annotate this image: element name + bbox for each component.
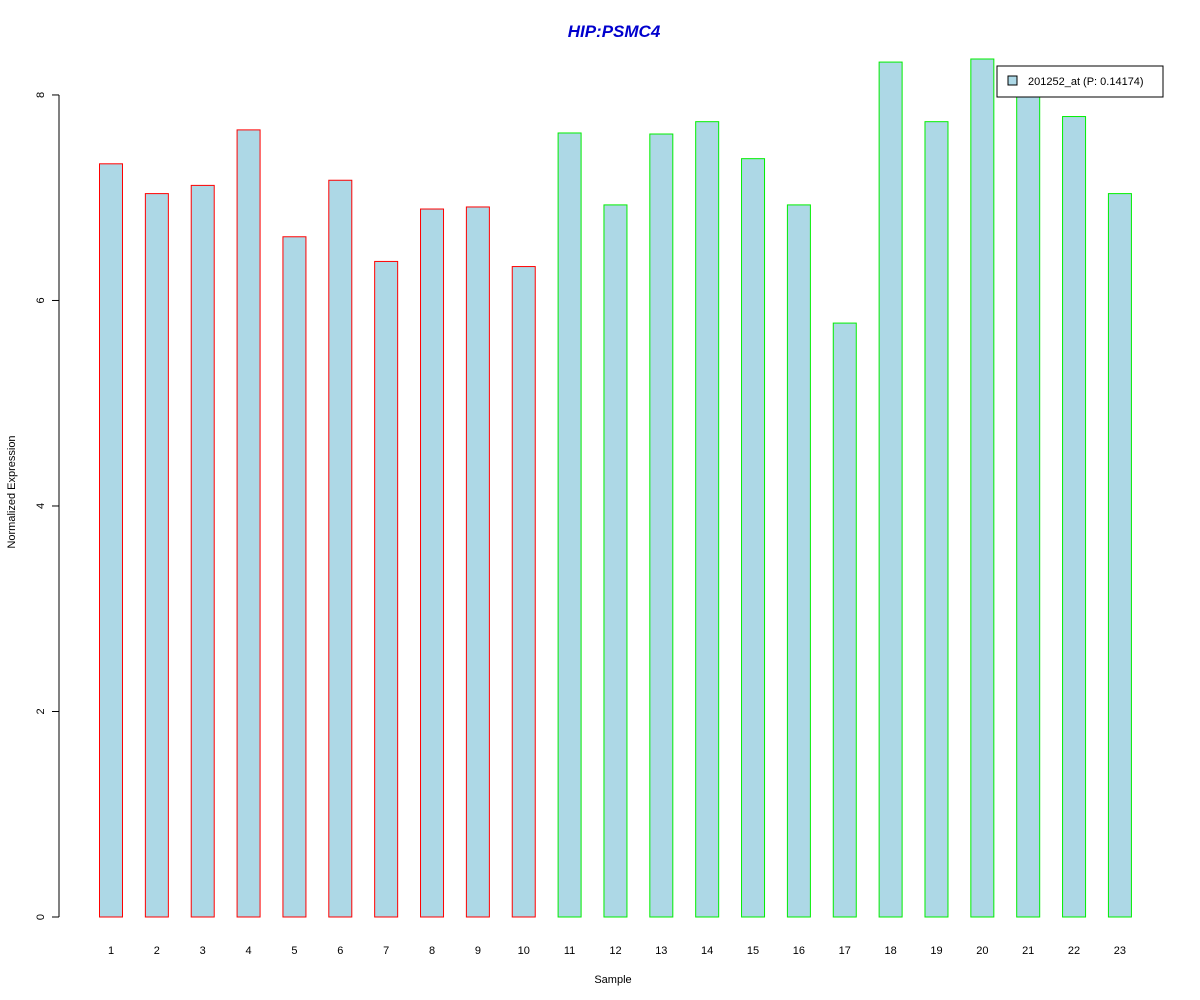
bar-sample-10 [511,266,536,918]
y-axis: 0 2 4 6 8 [35,92,60,920]
x-tick-label: 21 [1022,945,1034,957]
x-tick-label: 22 [1068,945,1080,957]
x-axis-label: Sample [594,974,631,986]
x-tick-label: 6 [337,945,343,957]
x-tick-label: 17 [839,945,851,957]
bar-sample-9 [465,206,490,918]
legend: 201252_at (P: 0.14174) [996,65,1164,98]
bar-sample-13 [649,133,674,918]
bar-sample-2 [144,193,169,918]
x-tick-labels: 1 2 3 4 5 6 7 8 9 10 11 12 13 14 15 16 17 18 19 20 21 22 23 [108,945,1126,957]
x-tick-label: 11 [564,945,575,957]
x-tick-label: 23 [1114,945,1126,957]
y-tick-label: 4 [35,503,47,509]
x-tick-label: 14 [701,945,713,957]
bar-sample-16 [786,204,811,918]
legend-label: 201252_at (P: 0.14174) [1028,76,1144,88]
x-tick-label: 4 [246,945,252,957]
x-tick-label: 8 [429,945,435,957]
y-tick-label: 2 [35,708,47,714]
bar-sample-19 [924,121,949,918]
bar-sample-22 [1062,116,1087,918]
bar-sample-20 [970,58,995,918]
x-tick-label: 1 [108,945,114,957]
chart-title: HIP:PSMC4 [568,22,661,41]
bar-sample-14 [695,121,720,918]
bar-sample-7 [374,260,399,918]
legend-box [996,65,1164,98]
x-tick-label: 13 [655,945,667,957]
x-tick-label: 15 [747,945,759,957]
bar-sample-6 [328,179,353,918]
x-tick-label: 2 [154,945,160,957]
bars [99,58,1132,918]
legend-swatch [1007,75,1018,86]
x-tick-label: 20 [976,945,988,957]
bar-sample-11 [557,132,582,918]
bar-sample-1 [99,163,123,918]
bar-sample-18 [878,61,903,918]
bar-sample-12 [603,204,628,918]
y-tick-label: 0 [35,914,47,920]
y-tick-label: 6 [35,297,47,303]
x-tick-label: 12 [609,945,621,957]
bar-sample-17 [832,322,857,918]
bar-sample-23 [1107,193,1132,918]
x-tick-label: 10 [518,945,530,957]
x-tick-label: 7 [383,945,389,957]
bar-sample-21 [1016,88,1041,918]
bar-sample-8 [420,208,445,918]
x-tick-label: 16 [793,945,805,957]
x-tick-label: 3 [200,945,206,957]
y-tick-label: 8 [35,92,47,98]
bar-sample-3 [190,184,215,918]
y-axis-label: Normalized Expression [6,435,18,548]
x-tick-label: 18 [884,945,896,957]
x-tick-label: 19 [930,945,942,957]
bar-sample-5 [282,236,307,918]
x-tick-label: 9 [475,945,481,957]
bar-sample-4 [236,129,261,918]
x-tick-label: 5 [291,945,297,957]
bar-sample-15 [741,158,766,918]
